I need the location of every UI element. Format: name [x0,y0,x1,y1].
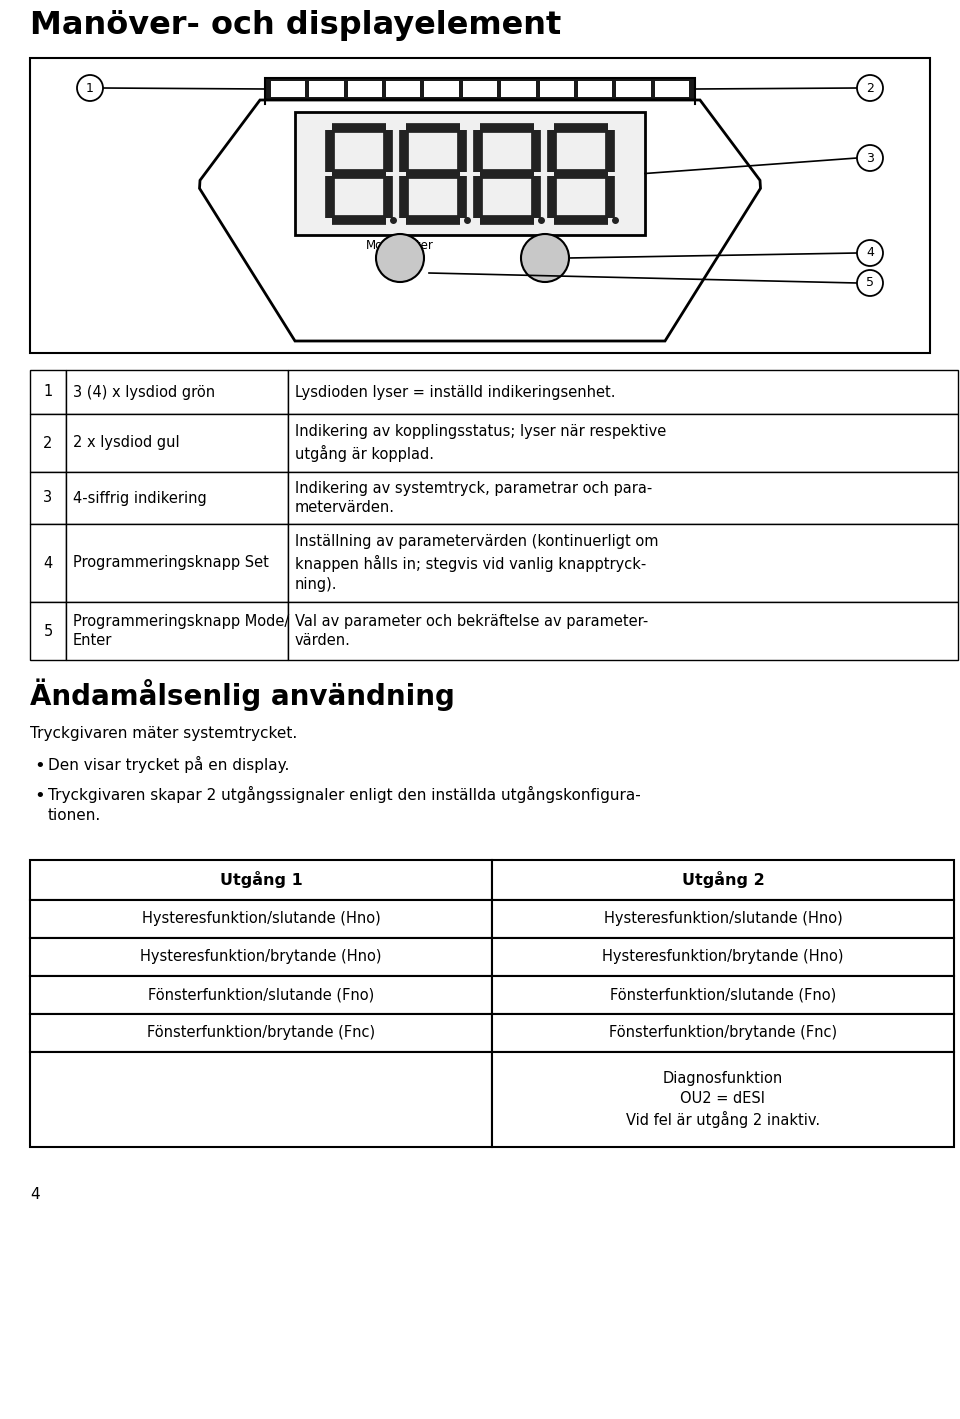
Text: 4: 4 [866,247,874,260]
Text: 1: 1 [43,385,53,400]
Bar [66,370,288,414]
Bar [30,370,66,414]
Bar [30,1051,492,1147]
Bar [66,414,288,473]
Bar [288,370,958,414]
Circle shape [857,145,883,172]
Circle shape [376,234,424,282]
Polygon shape [200,99,760,341]
Text: Fönsterfunktion/brytande (Fnc): Fönsterfunktion/brytande (Fnc) [147,1026,375,1040]
Bar [66,524,288,602]
Text: 2 x lysdiod gul: 2 x lysdiod gul [73,436,180,450]
Text: 3 (4) x lysdiod grön: 3 (4) x lysdiod grön [73,385,215,400]
Text: Manöver- och displayelement: Manöver- och displayelement [30,10,562,41]
Text: 5: 5 [866,277,874,289]
Bar [30,414,66,473]
Text: Fönsterfunktion/brytande (Fnc): Fönsterfunktion/brytande (Fnc) [609,1026,837,1040]
Bar [30,976,492,1015]
Text: Programmeringsknapp Set: Programmeringsknapp Set [73,555,269,570]
Bar [492,1051,954,1147]
Bar [492,938,954,976]
Circle shape [77,75,103,101]
Bar [30,938,492,976]
Circle shape [857,75,883,101]
Text: Indikering av kopplingsstatus; lyser när respektive
utgång är kopplad.: Indikering av kopplingsstatus; lyser när… [295,424,666,461]
Bar [492,900,954,938]
Text: 4: 4 [43,555,53,570]
Bar [30,900,492,938]
Text: 3: 3 [43,491,53,505]
Bar [386,81,420,96]
Bar [492,976,954,1015]
Circle shape [857,240,883,265]
Text: 2: 2 [866,81,874,95]
Text: Den visar trycket på en display.: Den visar trycket på en display. [48,756,289,773]
Text: Hysteresfunktion/slutande (Hno): Hysteresfunktion/slutande (Hno) [604,911,842,927]
Text: Inställning av parametervärden (kontinuerligt om
knappen hålls in; stegvis vid v: Inställning av parametervärden (kontinue… [295,535,659,592]
Text: 5: 5 [43,623,53,639]
Text: Diagnosfunktion
OU2 = dESI
Vid fel är utgång 2 inaktiv.: Diagnosfunktion OU2 = dESI Vid fel är ut… [626,1071,820,1128]
Bar [288,524,958,602]
Text: Lysdioden lyser = inställd indikeringsenhet.: Lysdioden lyser = inställd indikeringsen… [295,385,615,400]
Circle shape [857,270,883,297]
Text: •: • [34,756,45,775]
Bar [424,81,459,96]
Bar [30,58,930,353]
Bar [66,602,288,660]
Bar [540,81,574,96]
Text: Hysteresfunktion/brytande (Hno): Hysteresfunktion/brytande (Hno) [140,949,382,965]
Text: Mode/Enter: Mode/Enter [366,238,434,251]
Bar [578,81,612,96]
Text: Fönsterfunktion/slutande (Fno): Fönsterfunktion/slutande (Fno) [148,988,374,1002]
Bar [66,473,288,524]
Bar [30,524,66,602]
Bar [295,112,645,236]
Text: 1: 1 [86,81,94,95]
Text: 4: 4 [30,1188,39,1202]
Bar [265,78,695,99]
Bar [30,602,66,660]
Text: Utgång 1: Utgång 1 [220,871,302,888]
Text: Tryckgivaren mäter systemtrycket.: Tryckgivaren mäter systemtrycket. [30,727,298,741]
Bar [30,1015,492,1051]
Text: Utgång 2: Utgång 2 [682,871,764,888]
Text: Programmeringsknapp Mode/
Enter: Programmeringsknapp Mode/ Enter [73,613,289,648]
Text: 3: 3 [866,152,874,165]
Bar [501,81,536,96]
Bar [30,860,492,900]
Text: Fönsterfunktion/slutande (Fno): Fönsterfunktion/slutande (Fno) [610,988,836,1002]
Text: Hysteresfunktion/brytande (Hno): Hysteresfunktion/brytande (Hno) [602,949,844,965]
Bar [492,860,954,900]
Text: Set: Set [536,238,555,251]
Bar [271,81,305,96]
Text: Hysteresfunktion/slutande (Hno): Hysteresfunktion/slutande (Hno) [142,911,380,927]
Text: Indikering av systemtryck, parametrar och para-
metervärden.: Indikering av systemtryck, parametrar oc… [295,481,652,515]
Text: •: • [34,788,45,805]
Bar [492,1015,954,1051]
Text: Ändamålsenlig användning: Ändamålsenlig användning [30,678,455,711]
Bar [309,81,344,96]
Bar [288,602,958,660]
Bar [288,414,958,473]
Bar [348,81,382,96]
Bar [30,473,66,524]
Text: 2: 2 [43,436,53,450]
Text: 4-siffrig indikering: 4-siffrig indikering [73,491,206,505]
Bar [655,81,689,96]
Text: Val av parameter och bekräftelse av parameter-
värden.: Val av parameter och bekräftelse av para… [295,613,648,648]
Bar [463,81,497,96]
Circle shape [521,234,569,282]
Bar [616,81,651,96]
Text: Tryckgivaren skapar 2 utgångssignaler enligt den inställda utgångskonfigura-
tio: Tryckgivaren skapar 2 utgångssignaler en… [48,786,640,823]
Bar [288,473,958,524]
